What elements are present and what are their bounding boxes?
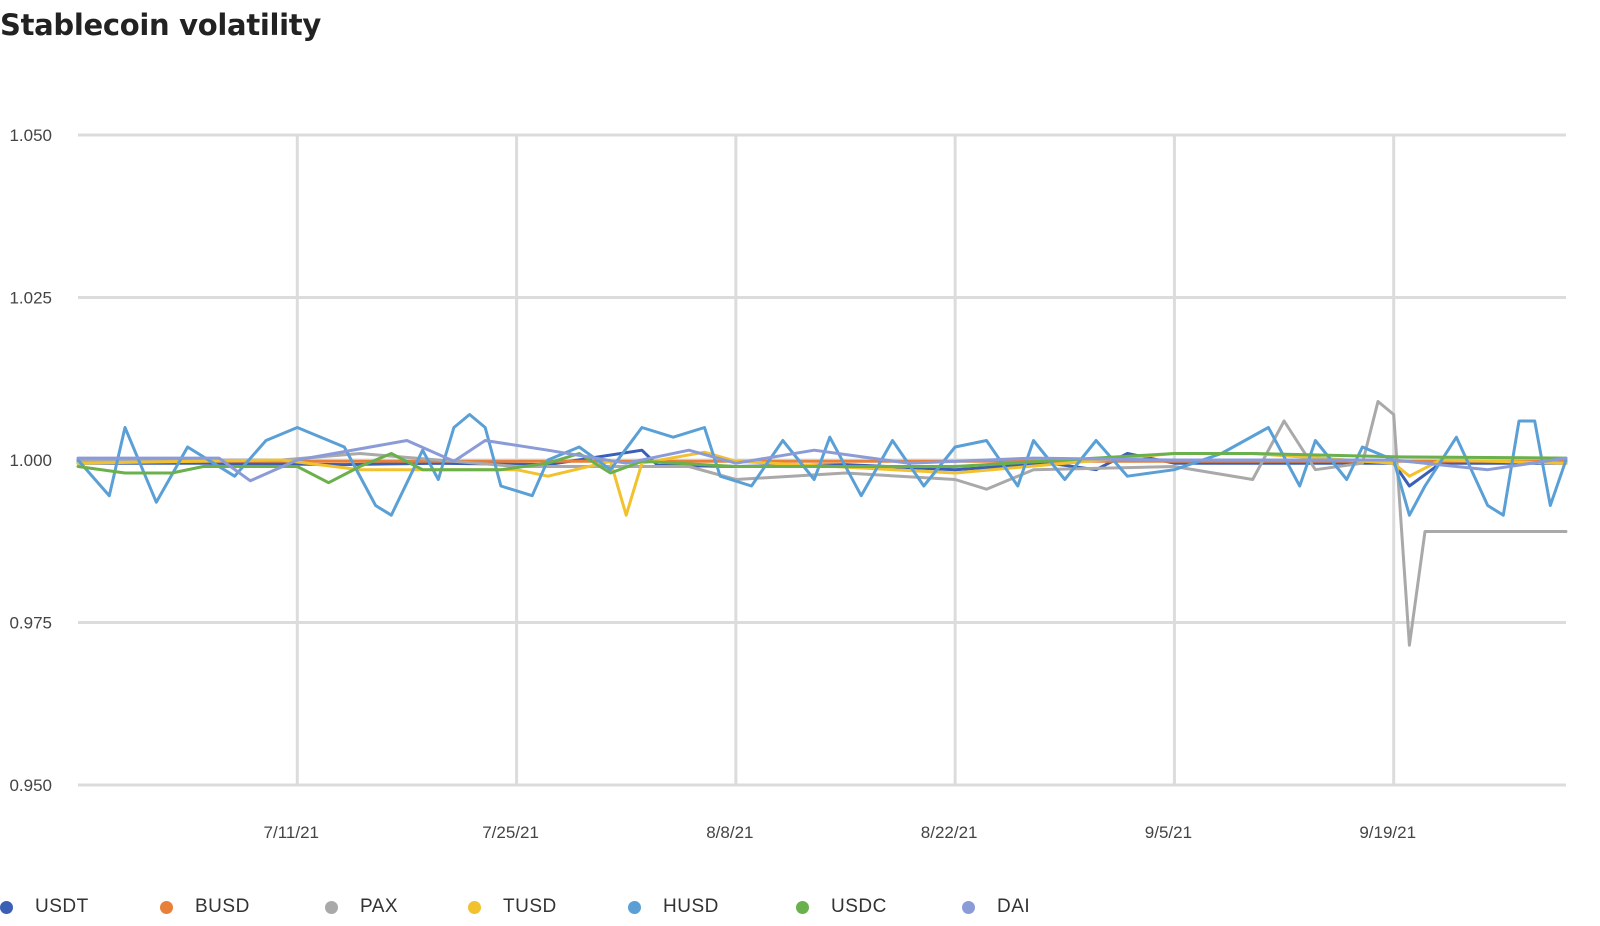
series-line-pax xyxy=(76,400,1568,647)
y-tick-label: 1.025 xyxy=(9,289,52,308)
y-tick-label: 1.000 xyxy=(9,451,52,470)
y-tick-label: 0.950 xyxy=(9,776,52,795)
legend-item-pax[interactable]: PAX xyxy=(325,896,398,918)
chart-title: Stablecoin volatility xyxy=(0,8,321,42)
x-tick-label: 7/11/21 xyxy=(264,823,319,842)
legend-item-tusd[interactable]: TUSD xyxy=(468,896,557,918)
y-tick-label: 1.050 xyxy=(9,126,52,145)
y-axis: 1.050 1.025 1.000 0.975 0.950 xyxy=(9,126,52,795)
legend-label: USDC xyxy=(831,896,887,917)
x-tick-label: 9/19/21 xyxy=(1359,823,1416,842)
x-tick-label: 8/8/21 xyxy=(706,823,753,842)
legend-marker xyxy=(796,900,809,914)
legend-label: USDT xyxy=(35,896,89,917)
legend-marker xyxy=(325,900,338,914)
legend-marker xyxy=(468,900,481,914)
legend: USDT BUSD PAX TUSD HUSD USDC DAI xyxy=(0,896,1600,926)
legend-marker xyxy=(962,900,975,914)
x-tick-label: 7/25/21 xyxy=(482,823,539,842)
legend-label: TUSD xyxy=(503,896,557,917)
x-tick-label: 9/5/21 xyxy=(1145,823,1192,842)
legend-marker xyxy=(628,900,641,914)
legend-item-usdt[interactable]: USDT xyxy=(0,896,89,918)
legend-label: BUSD xyxy=(195,896,250,917)
legend-marker xyxy=(160,900,173,914)
y-tick-label: 0.975 xyxy=(9,614,52,633)
legend-item-usdc[interactable]: USDC xyxy=(796,896,887,918)
legend-label: HUSD xyxy=(663,896,719,917)
series-line-usdc xyxy=(76,452,1568,485)
legend-label: PAX xyxy=(360,896,399,917)
x-axis: 7/11/21 7/25/21 8/8/21 8/22/21 9/5/21 9/19/21 xyxy=(264,823,1417,842)
plot-area xyxy=(76,400,1568,647)
series-line-dai xyxy=(76,439,1568,483)
legend-item-dai[interactable]: DAI xyxy=(962,896,1030,918)
x-tick-label: 8/22/21 xyxy=(921,823,978,842)
legend-label: DAI xyxy=(997,896,1031,917)
legend-item-husd[interactable]: HUSD xyxy=(628,896,719,918)
legend-marker xyxy=(0,900,13,914)
legend-item-busd[interactable]: BUSD xyxy=(160,896,250,918)
